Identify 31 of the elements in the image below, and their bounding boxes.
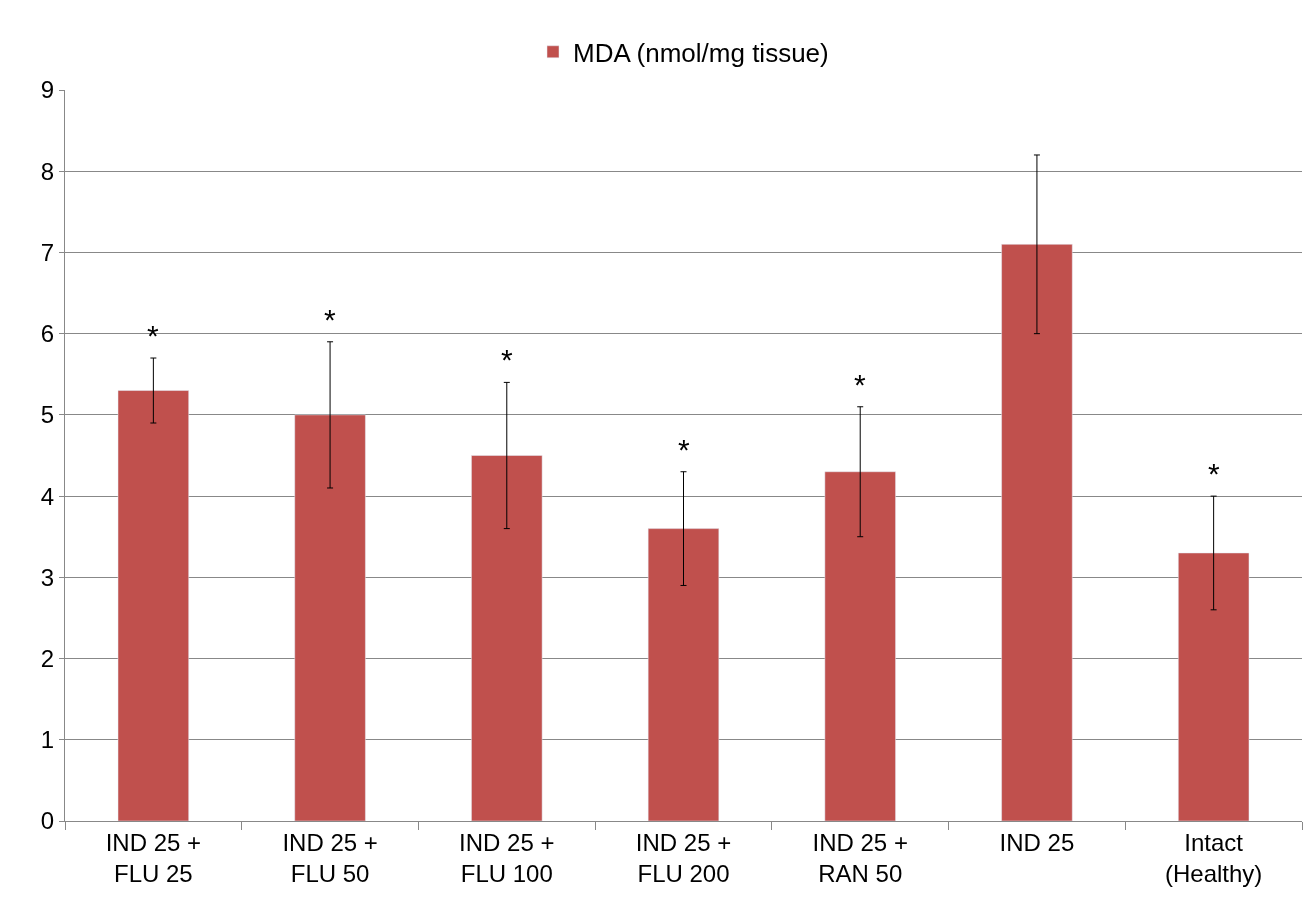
annotation: * (147, 319, 159, 352)
y-tick-label: 3 (40, 563, 55, 591)
bar (471, 455, 543, 821)
x-tick-label: IND 25 (999, 828, 1075, 856)
annotation: * (678, 433, 690, 466)
x-tick-label: IND 25 + RAN 50 (812, 828, 908, 887)
y-tick-label: 7 (40, 238, 55, 266)
x-tick-label: IND 25 + FLU 100 (459, 828, 555, 887)
x-tick-label: Intact (Healthy) (1164, 828, 1263, 887)
bar (294, 414, 366, 821)
annotation: * (854, 368, 866, 401)
annotation: * (324, 303, 336, 336)
y-tick-label: 2 (40, 644, 55, 672)
annotation: * (501, 343, 513, 376)
bar (117, 390, 189, 821)
annotation: * (1208, 457, 1220, 490)
bar (647, 528, 720, 821)
x-tick-label: IND 25 + FLU 25 (105, 828, 202, 887)
y-tick-label: 1 (40, 726, 55, 754)
legend-label: MDA (nmol/mg tissue) (573, 37, 829, 68)
y-tick-label: 4 (40, 482, 55, 510)
bar (1178, 552, 1250, 821)
y-tick-label: 8 (40, 157, 55, 185)
y-tick-label: 9 (40, 76, 55, 104)
x-tick-label: IND 25 + FLU 200 (635, 828, 732, 887)
y-tick-label: 6 (40, 320, 55, 348)
bar (824, 471, 896, 821)
bar (1001, 244, 1073, 821)
y-tick-label: 0 (40, 807, 55, 835)
x-tick-label: IND 25 + FLU 50 (282, 828, 378, 887)
y-tick-label: 5 (40, 401, 55, 429)
